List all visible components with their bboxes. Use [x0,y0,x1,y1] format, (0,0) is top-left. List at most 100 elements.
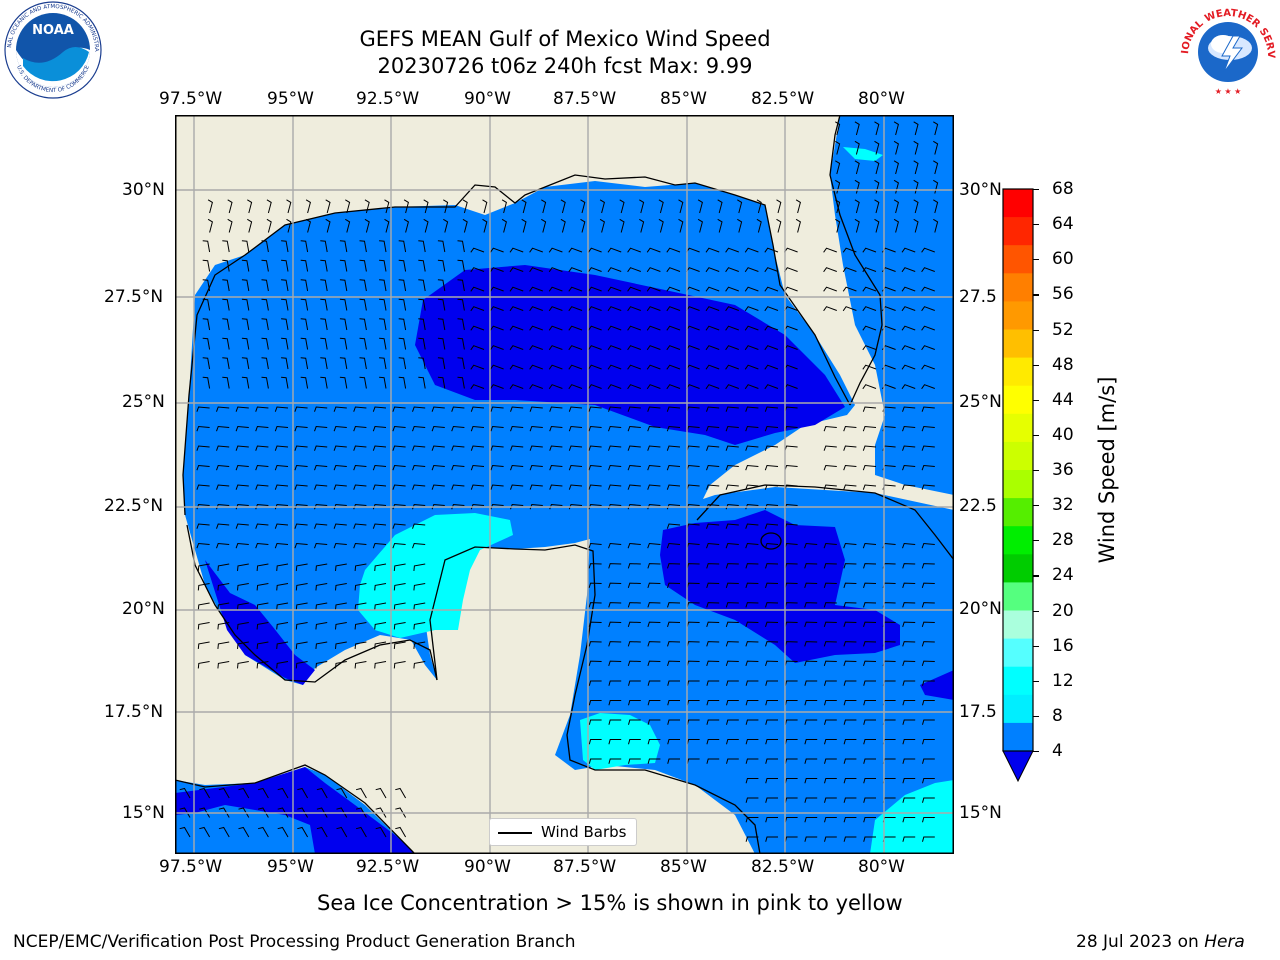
wind-barb [764,384,779,390]
wind-barb [398,337,407,350]
wind-barb [784,836,798,842]
wind-barb [295,661,308,669]
wind-barb [256,583,269,591]
wind-barb [902,739,916,745]
wind-barb [379,279,387,292]
wind-barb [686,758,700,764]
colorbar-tick-label: 64 [1052,214,1074,235]
wind-barb [403,218,409,233]
wind-barb [335,622,347,630]
wind-barb [588,719,602,725]
wind-barb [294,464,308,471]
wind-barb [277,826,289,838]
wind-barb [255,542,269,549]
wind-barb [726,680,739,686]
wind-barb [335,602,347,610]
wind-barb [489,286,504,292]
wind-barb [686,700,700,706]
lon-label-top: 92.5°W [356,89,420,109]
wind-barb [646,345,661,351]
wind-barb [587,306,602,312]
wind-barb [300,357,309,370]
wind-barb [316,826,328,838]
wind-barb [874,218,880,233]
wind-barb [241,318,250,331]
wind-barb [667,582,681,589]
wind-barb [281,318,289,331]
wind-barb [666,325,681,331]
wind-barb [398,318,407,331]
wind-barb [431,425,445,432]
wind-barb [423,199,429,214]
wind-barb [764,345,779,351]
lat-label-left: 20°N [122,599,165,619]
wind-barb [281,259,289,272]
wind-barb [725,364,739,370]
wind-barb [568,306,583,312]
wind-barb [335,661,347,669]
wind-barb [375,807,387,818]
wind-barb [587,364,602,370]
wind-barb [305,199,311,214]
wind-barb [725,563,739,569]
wind-barb [336,826,348,838]
wind-barb [627,563,641,569]
wind-barb [300,318,309,331]
wind-barb [354,602,367,610]
wind-barb [336,787,348,799]
wind-barb [529,247,543,253]
wind-barb [607,325,622,331]
wind-barb [893,121,899,136]
wind-barb [418,298,426,311]
wind-barb [745,406,759,412]
wind-barb [395,807,407,818]
wind-barb [418,318,426,331]
nws-logo: NATIONAL WEATHER SERVICE ★ ★ ★ [1178,0,1276,98]
wind-barb [823,286,837,292]
wind-barb [413,641,426,649]
wind-barb [241,259,250,272]
wind-barb [647,484,661,490]
wind-barb [824,836,837,842]
wind-barb [862,325,877,331]
wind-barb [587,267,602,273]
colorbar-segment [1003,610,1033,640]
wind-barb [627,306,641,312]
wind-barb [241,337,250,350]
wind-barb [256,622,269,630]
wind-barb [199,807,211,818]
wind-barb [437,318,446,331]
wind-barb [725,406,739,412]
wind-barb [647,719,661,725]
wind-barb [353,445,367,451]
lat-label-left: 15°N [122,803,165,823]
wind-barb [457,318,465,331]
wind-barb [392,406,406,412]
colorbar-tick-label: 48 [1052,354,1074,375]
wind-barb [842,306,857,312]
wind-barb [862,286,877,292]
wind-barb [339,318,348,331]
wind-barb [395,787,407,799]
wind-barb [335,641,347,649]
wind-barb [255,523,269,529]
wind-barb [509,345,524,351]
wind-barb [725,523,739,529]
wind-barb [725,325,739,331]
wind-barb [902,836,916,842]
wind-barb [509,286,524,292]
wind-barb [697,218,703,233]
wind-barb [266,218,272,233]
wind-barb [627,286,641,292]
lat-label-left: 27.5°N [104,287,164,307]
wind-barb [587,325,602,331]
wind-barb [451,425,465,432]
wind-barb [639,199,645,214]
wind-barb [823,641,837,647]
lat-label-right: 20°N [959,599,1002,619]
wind-barb [745,542,759,549]
wind-barb [765,778,778,784]
wind-barb [824,719,837,725]
wind-barb [913,218,919,233]
wind-barb [745,739,759,745]
